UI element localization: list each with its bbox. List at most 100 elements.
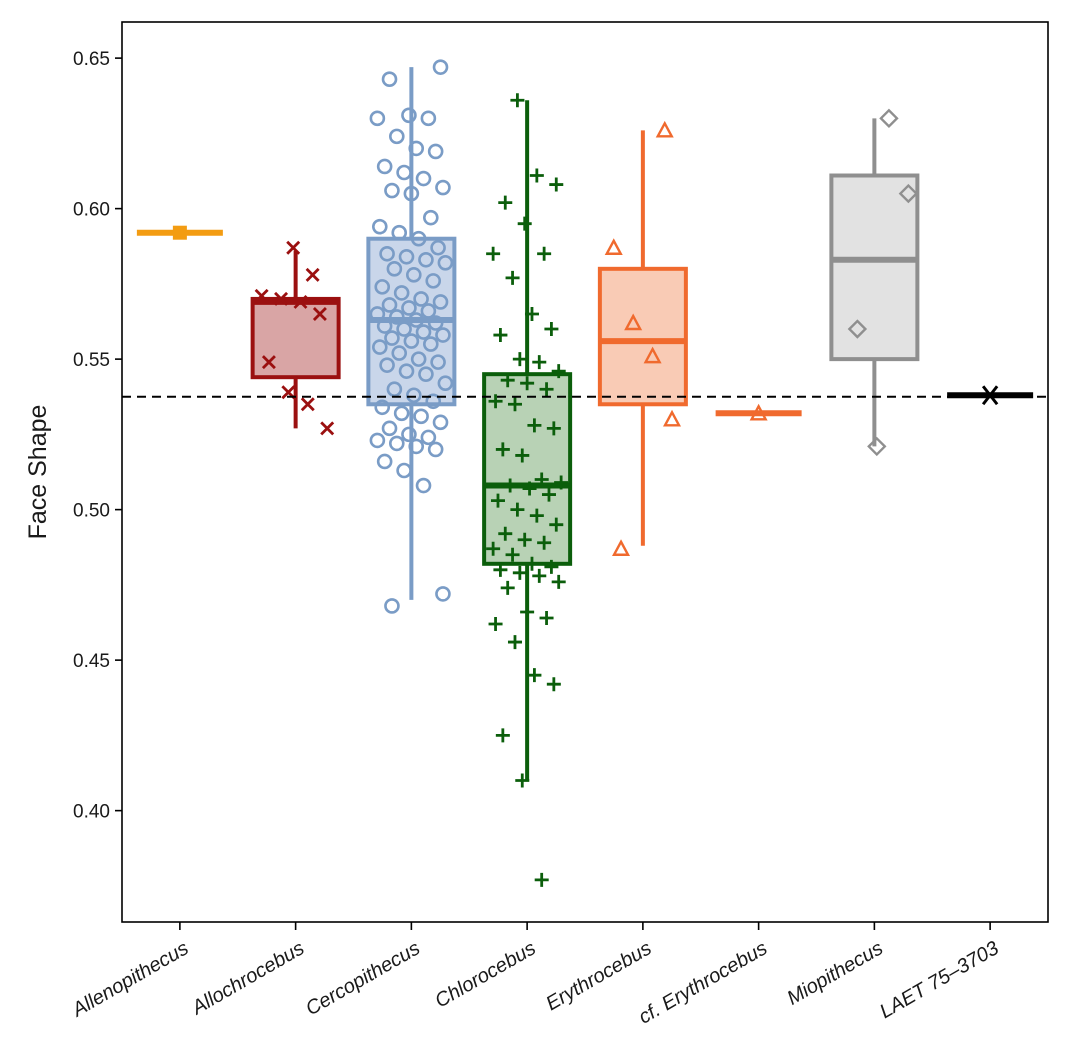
data-point <box>376 453 393 470</box>
data-point <box>549 517 564 532</box>
data-point <box>415 170 432 187</box>
data-point <box>312 306 327 321</box>
data-point <box>524 556 539 571</box>
data-point <box>498 195 513 210</box>
data-point <box>539 610 554 625</box>
data-point <box>532 568 547 583</box>
x-axis: AllenopithecusAllochrocebusCercopithecus… <box>68 922 1003 1029</box>
data-point <box>898 183 919 204</box>
data-point <box>423 209 439 226</box>
data-point <box>493 328 508 343</box>
data-point <box>493 562 508 577</box>
y-tick-label: 0.55 <box>73 350 110 371</box>
data-point <box>386 381 403 398</box>
data-point <box>486 541 501 556</box>
data-point <box>293 294 308 309</box>
data-point <box>520 376 535 391</box>
data-point <box>515 448 530 463</box>
data-point <box>539 382 554 397</box>
x-tick-label: Allochrocebus <box>187 937 308 1019</box>
data-point <box>612 539 631 556</box>
data-point <box>391 224 408 241</box>
data-point <box>403 333 420 349</box>
data-point <box>544 559 559 574</box>
data-point <box>604 238 623 255</box>
data-point <box>490 493 505 508</box>
data-point <box>381 297 398 313</box>
data-point <box>749 403 768 421</box>
data-point <box>389 128 405 145</box>
data-point <box>546 421 561 436</box>
x-tick-label: cf. Erythrocebus <box>635 937 771 1028</box>
y-tick-label: 0.60 <box>73 200 110 221</box>
data-point <box>554 475 569 490</box>
data-point <box>430 354 446 370</box>
data-point <box>386 261 403 277</box>
data-point <box>274 291 289 306</box>
x-tick-label: Erythrocebus <box>542 937 655 1015</box>
data-point <box>398 363 415 379</box>
data-point <box>520 604 535 619</box>
data-point <box>551 364 566 379</box>
data-point <box>432 59 449 75</box>
y-axis: 0.40 0.45 0.50 0.55 0.60 0.65 <box>73 49 122 823</box>
data-point <box>300 397 315 412</box>
data-point <box>401 426 417 443</box>
data-point <box>517 532 532 547</box>
data-point <box>384 330 400 346</box>
data-point <box>379 245 395 262</box>
data-point <box>376 318 393 334</box>
data-point <box>418 366 434 382</box>
data-point <box>879 108 899 129</box>
plot-background <box>122 22 1048 922</box>
data-point <box>430 239 446 256</box>
data-point <box>425 393 442 410</box>
data-point <box>432 414 449 431</box>
data-point <box>507 635 522 650</box>
data-point <box>420 110 437 127</box>
data-point <box>551 574 566 589</box>
data-point <box>413 408 429 425</box>
x-tick-label: Miopithecus <box>783 937 886 1009</box>
data-point <box>401 300 417 316</box>
data-point <box>398 248 415 265</box>
data-point <box>510 93 525 108</box>
y-tick-label: 0.50 <box>73 501 110 522</box>
data-point <box>432 294 449 310</box>
data-point <box>369 306 386 322</box>
data-point <box>372 218 388 235</box>
data-point <box>374 399 391 416</box>
data-point <box>369 432 386 449</box>
data-point <box>624 313 643 331</box>
data-point <box>410 230 427 247</box>
data-point <box>389 435 405 452</box>
data-point <box>408 140 425 157</box>
data-point <box>488 617 503 632</box>
data-point <box>391 345 408 361</box>
data-point <box>541 487 556 502</box>
data-point <box>415 477 432 494</box>
data-point <box>393 405 410 422</box>
data-point <box>532 355 547 370</box>
x-tick-label: LAET 75–3703 <box>876 937 1003 1023</box>
data-point <box>981 385 1000 406</box>
data-point <box>435 327 451 343</box>
data-point <box>534 872 549 887</box>
data-point <box>427 441 444 458</box>
data-point <box>527 418 542 433</box>
data-point <box>384 598 400 614</box>
data-point <box>408 312 425 328</box>
data-point <box>420 303 437 319</box>
data-point <box>529 168 544 183</box>
data-point <box>517 216 532 231</box>
data-point <box>396 321 412 337</box>
y-tick-label: 0.65 <box>73 49 110 70</box>
data-point <box>867 436 887 457</box>
data-point <box>415 324 432 340</box>
x-tick-label: Allenopithecus <box>68 937 193 1022</box>
data-point <box>655 120 674 138</box>
data-point <box>418 251 434 268</box>
x-tick-label: Cercopithecus <box>302 937 424 1020</box>
data-point <box>488 394 503 409</box>
data-point <box>522 481 537 496</box>
